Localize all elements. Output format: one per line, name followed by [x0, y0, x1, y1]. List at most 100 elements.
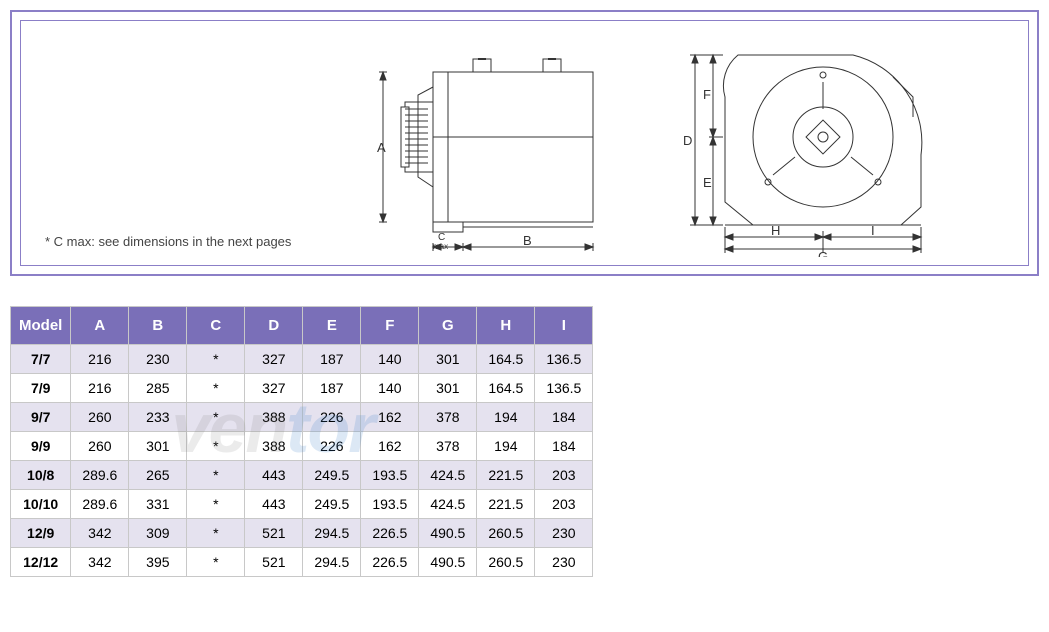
cmax-note: * C max: see dimensions in the next page…: [45, 234, 291, 249]
dim-label-b: B: [523, 233, 532, 248]
table-header-row: Model A B C D E F G H I: [11, 307, 593, 345]
cell-value: 490.5: [419, 519, 477, 548]
table-row: 7/9216285*327187140301164.5136.5: [11, 374, 593, 403]
cell-value: 342: [71, 548, 129, 577]
cell-value: 226.5: [361, 548, 419, 577]
cell-value: 260.5: [477, 548, 535, 577]
cell-value: *: [187, 490, 245, 519]
cell-value: 221.5: [477, 490, 535, 519]
cell-value: 140: [361, 345, 419, 374]
cell-value: 193.5: [361, 461, 419, 490]
cell-value: 309: [129, 519, 187, 548]
cell-value: 230: [535, 548, 593, 577]
cell-model: 10/10: [11, 490, 71, 519]
table-row: 10/10289.6331*443249.5193.5424.5221.5203: [11, 490, 593, 519]
cell-value: 194: [477, 403, 535, 432]
cell-model: 9/9: [11, 432, 71, 461]
cell-value: 378: [419, 403, 477, 432]
col-b: B: [129, 307, 187, 345]
cell-value: 378: [419, 432, 477, 461]
side-view-drawing: D E F G H I: [673, 37, 953, 257]
cell-model: 9/7: [11, 403, 71, 432]
cell-model: 7/9: [11, 374, 71, 403]
dim-label-f: F: [703, 87, 711, 102]
table-row: 9/9260301*388226162378194184: [11, 432, 593, 461]
dim-label-i: I: [871, 223, 875, 238]
cell-value: 136.5: [535, 374, 593, 403]
cell-value: 162: [361, 432, 419, 461]
cell-value: 164.5: [477, 345, 535, 374]
cell-value: *: [187, 374, 245, 403]
col-h: H: [477, 307, 535, 345]
cell-value: 289.6: [71, 490, 129, 519]
col-d: D: [245, 307, 303, 345]
cell-value: 184: [535, 403, 593, 432]
cell-value: 226.5: [361, 519, 419, 548]
cell-value: 194: [477, 432, 535, 461]
cell-value: *: [187, 403, 245, 432]
cell-value: 521: [245, 519, 303, 548]
cell-value: 216: [71, 374, 129, 403]
dim-label-e: E: [703, 175, 712, 190]
col-a: A: [71, 307, 129, 345]
table-row: 12/9342309*521294.5226.5490.5260.5230: [11, 519, 593, 548]
cell-value: 260: [71, 403, 129, 432]
cell-value: 184: [535, 432, 593, 461]
cell-model: 12/9: [11, 519, 71, 548]
table-row: 9/7260233*388226162378194184: [11, 403, 593, 432]
col-i: I: [535, 307, 593, 345]
cell-value: *: [187, 432, 245, 461]
cell-value: 327: [245, 345, 303, 374]
cell-value: *: [187, 519, 245, 548]
table-row: 12/12342395*521294.5226.5490.5260.5230: [11, 548, 593, 577]
cell-value: 521: [245, 548, 303, 577]
cell-value: 226: [303, 403, 361, 432]
cell-value: 301: [129, 432, 187, 461]
cell-value: 193.5: [361, 490, 419, 519]
cell-model: 12/12: [11, 548, 71, 577]
dimensions-table-wrap: ventor Model A B C D E F G H I 7/7216230…: [10, 306, 593, 577]
cell-value: 289.6: [71, 461, 129, 490]
cell-value: 249.5: [303, 490, 361, 519]
cell-value: 260.5: [477, 519, 535, 548]
cell-value: 395: [129, 548, 187, 577]
cell-value: 136.5: [535, 345, 593, 374]
cell-value: 162: [361, 403, 419, 432]
dim-label-h: H: [771, 223, 780, 238]
table-row: 10/8289.6265*443249.5193.5424.5221.5203: [11, 461, 593, 490]
cell-value: 443: [245, 490, 303, 519]
cell-value: 294.5: [303, 548, 361, 577]
cell-value: 388: [245, 403, 303, 432]
cell-value: 424.5: [419, 490, 477, 519]
col-model: Model: [11, 307, 71, 345]
cell-value: 226: [303, 432, 361, 461]
table-row: 7/7216230*327187140301164.5136.5: [11, 345, 593, 374]
diagram-outer-frame: * C max: see dimensions in the next page…: [10, 10, 1039, 276]
cell-value: 216: [71, 345, 129, 374]
cell-value: 294.5: [303, 519, 361, 548]
cell-value: 301: [419, 345, 477, 374]
dim-label-g: G: [818, 249, 828, 257]
cell-value: 285: [129, 374, 187, 403]
col-g: G: [419, 307, 477, 345]
cell-value: 331: [129, 490, 187, 519]
dim-label-d: D: [683, 133, 692, 148]
table-body: 7/7216230*327187140301164.5136.57/921628…: [11, 345, 593, 577]
cell-value: 265: [129, 461, 187, 490]
cell-value: 164.5: [477, 374, 535, 403]
dimensions-table: Model A B C D E F G H I 7/7216230*327187…: [10, 306, 593, 577]
cell-value: *: [187, 461, 245, 490]
cell-value: 221.5: [477, 461, 535, 490]
cell-value: 424.5: [419, 461, 477, 490]
cell-value: 233: [129, 403, 187, 432]
cell-value: 327: [245, 374, 303, 403]
cell-value: 187: [303, 374, 361, 403]
front-view-drawing: A B C max: [373, 47, 613, 257]
col-f: F: [361, 307, 419, 345]
cell-model: 7/7: [11, 345, 71, 374]
cell-value: 230: [535, 519, 593, 548]
col-c: C: [187, 307, 245, 345]
cell-value: 187: [303, 345, 361, 374]
dim-label-a: A: [377, 140, 386, 155]
diagram-inner-frame: * C max: see dimensions in the next page…: [20, 20, 1029, 266]
